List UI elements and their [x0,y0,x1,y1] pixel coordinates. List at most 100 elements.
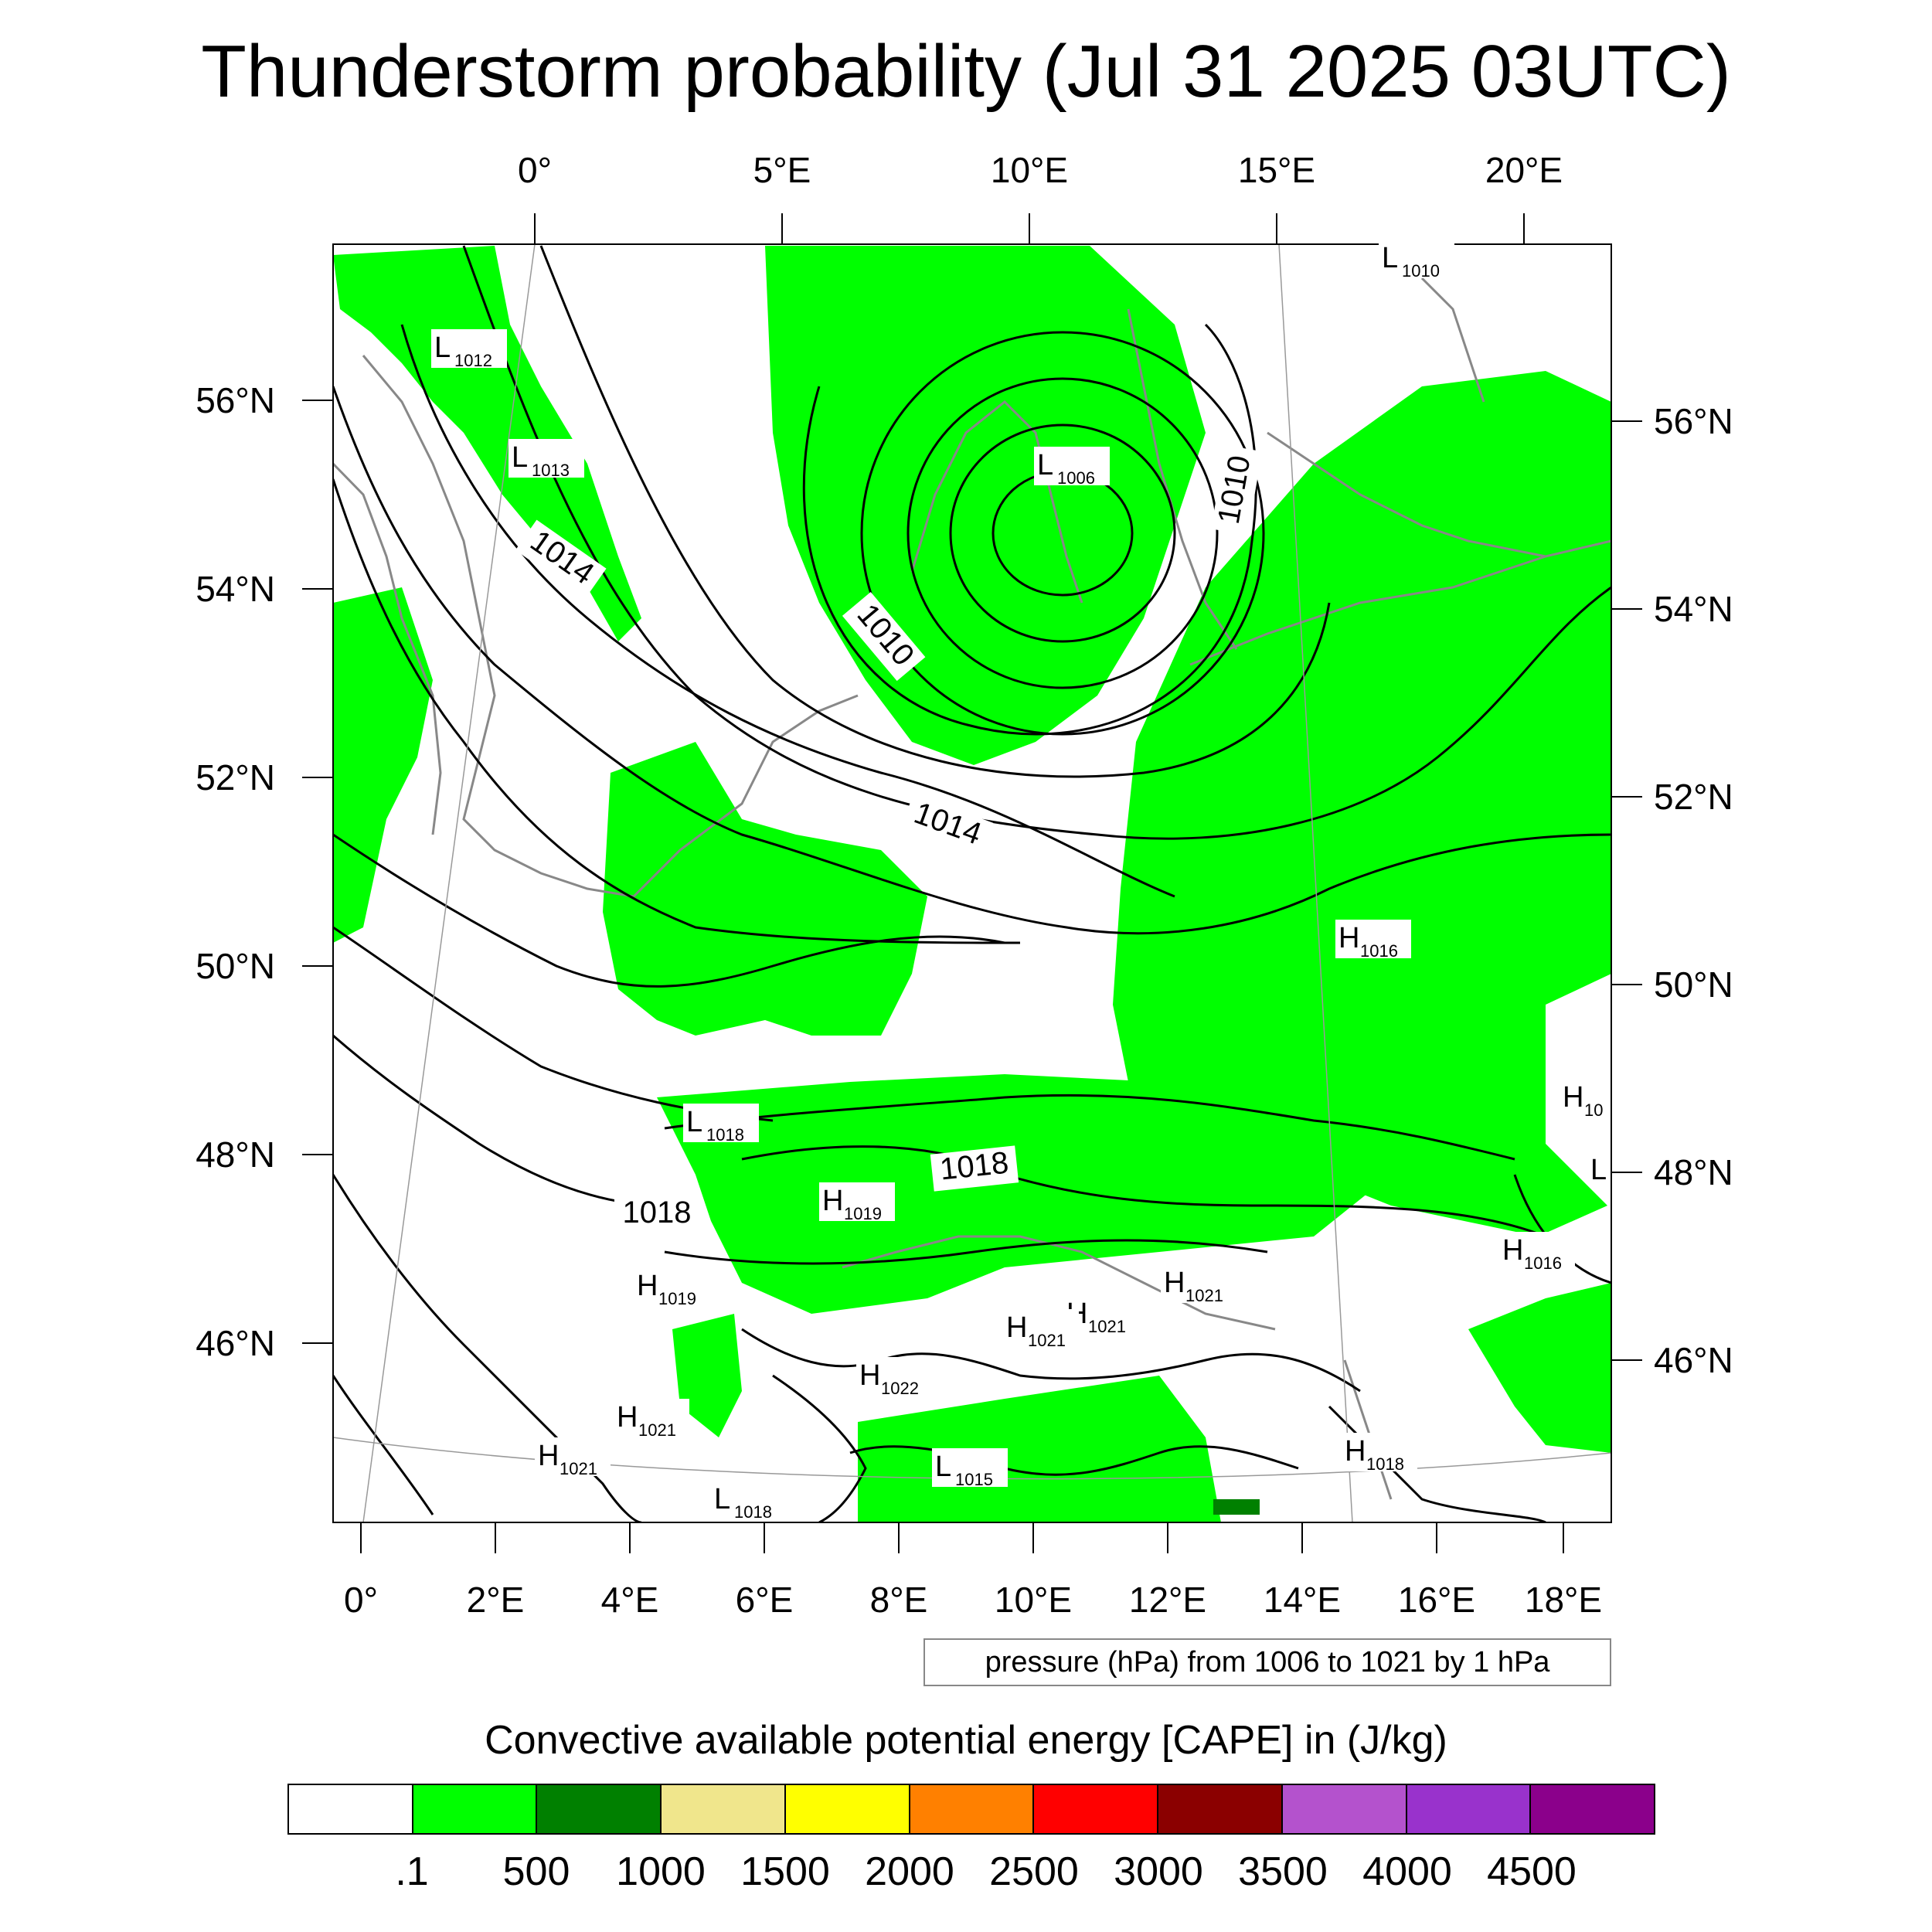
colorbar-label: 3000 [1114,1849,1203,1894]
low-pressure-marker: L [1590,1154,1607,1186]
low-pressure-marker: L [935,1451,951,1483]
colorbar-label: .1 [395,1849,429,1894]
low-pressure-marker: L [1382,242,1398,274]
pressure-value: 1006 [1057,468,1095,488]
low-pressure-marker: L [434,332,451,364]
colorbar-labels: .1 500 1000 1500 2000 2500 3000 3500 400… [0,1849,1932,1895]
isobar-label: 1018 [623,1196,692,1230]
pressure-value: 1021 [1028,1331,1066,1350]
colorbar-swatch [1034,1785,1159,1833]
isobar-labels: 1014 1010 1010 1014 1018 1018 [515,444,1263,1233]
top-axis: 0° 5°E 10°E 15°E 20°E [518,150,1563,190]
colorbar-swatch [289,1785,413,1833]
high-pressure-marker: H [1345,1435,1366,1468]
pressure-value: 1016 [1360,941,1398,961]
left-axis-label: 56°N [196,380,275,420]
colorbar-swatch [785,1785,910,1833]
tick-marks [302,213,1642,1553]
colorbar-swatch [413,1785,538,1833]
right-axis-label: 56°N [1654,401,1733,441]
pressure-contour-note: pressure (hPa) from 1006 to 1021 by 1 hP… [923,1638,1611,1686]
pressure-value: 1021 [638,1420,676,1440]
right-axis-label: 54°N [1654,589,1733,629]
cape-area-southeast [1468,1283,1611,1453]
high-pressure-marker: H [538,1440,559,1472]
cape-area-high [1213,1499,1260,1515]
pressure-value: 1021 [560,1459,597,1478]
colorbar-label: 500 [502,1849,570,1894]
pressure-value: 1021 [1088,1317,1126,1336]
bottom-axis-label: 0° [344,1580,378,1620]
high-pressure-marker: H [822,1185,843,1217]
left-axis-label: 48°N [196,1134,275,1175]
cape-area-east [1113,371,1611,1236]
bottom-axis-label: 10°E [995,1580,1072,1620]
high-pressure-marker: H [617,1401,638,1434]
pressure-centers: L 1012 L 1013 L 1006 L 1010 H 1016 H 10 [431,240,1607,1522]
right-axis-label: 50°N [1654,964,1733,1005]
left-axis-label: 50°N [196,946,275,986]
pressure-value: 1022 [881,1379,919,1398]
pressure-value: 1010 [1402,261,1440,281]
bottom-axis-label: 12°E [1129,1580,1206,1620]
pressure-value: 1018 [706,1125,744,1145]
right-axis-label: 46°N [1654,1340,1733,1380]
low-pressure-marker: L [714,1483,730,1515]
pressure-value: 1019 [658,1289,696,1308]
pressure-value: 1021 [1185,1286,1223,1305]
colorbar-label: 2500 [989,1849,1079,1894]
right-axis-label: 48°N [1654,1152,1733,1192]
colorbar-title: Convective available potential energy [C… [485,1718,1447,1763]
cape-area-southfrance [672,1314,742,1437]
colorbar-label: 2000 [865,1849,954,1894]
colorbar-swatch [1282,1785,1407,1833]
high-pressure-marker: H [1006,1311,1027,1344]
cape-shading [333,246,1611,1522]
pressure-value: 1012 [454,351,492,370]
bottom-axis-label: 6°E [736,1580,794,1620]
left-axis-label: 52°N [196,757,275,798]
high-pressure-marker: H [1338,922,1359,954]
colorbar-swatch [1158,1785,1283,1833]
top-axis-label: 20°E [1485,150,1563,190]
bottom-axis-label: 2°E [467,1580,525,1620]
pressure-value: 1013 [532,461,570,480]
cape-area-benelux [603,742,927,1036]
right-axis-label: 52°N [1654,777,1733,817]
high-pressure-marker: H [637,1270,658,1302]
chart-title: Thunderstorm probability (Jul 31 2025 03… [201,30,1731,113]
cape-area-north-low [765,246,1206,765]
colorbar-swatch [1406,1785,1532,1833]
high-pressure-marker: H [1502,1234,1523,1267]
bottom-axis: 0° 2°E 4°E 6°E 8°E 10°E 12°E 14°E 16°E 1… [344,1580,1602,1620]
colorbar-swatch [662,1785,786,1833]
pressure-value: 1016 [1524,1253,1562,1273]
high-pressure-marker: H [1164,1267,1185,1299]
top-axis-label: 15°E [1238,150,1315,190]
low-pressure-marker: L [512,441,528,474]
bottom-axis-label: 14°E [1264,1580,1341,1620]
bottom-axis-label: 18°E [1525,1580,1602,1620]
colorbar-label: 1500 [740,1849,830,1894]
isobar-label: 1018 [938,1146,1010,1187]
cape-area-central [657,1074,1391,1314]
top-axis-label: 0° [518,150,552,190]
cape-colorbar [287,1784,1655,1835]
top-axis-label: 10°E [991,150,1068,190]
low-pressure-marker: L [1037,449,1053,481]
pressure-value: 1015 [955,1470,993,1489]
coastlines [333,277,1611,1500]
bottom-axis-label: 16°E [1398,1580,1475,1620]
colorbar-label: 3500 [1238,1849,1328,1894]
top-axis-label: 5°E [753,150,811,190]
left-axis: 56°N 54°N 52°N 50°N 48°N 46°N [196,380,275,1363]
high-pressure-marker: H [859,1359,880,1392]
left-axis-label: 46°N [196,1323,275,1363]
pressure-value: 1018 [734,1502,772,1522]
colorbar-swatch [910,1785,1035,1833]
plot-frame [332,243,1612,1523]
pressure-value: 10 [1584,1100,1603,1120]
low-pressure-marker: L [686,1106,702,1138]
pressure-value: 1018 [1366,1454,1404,1474]
